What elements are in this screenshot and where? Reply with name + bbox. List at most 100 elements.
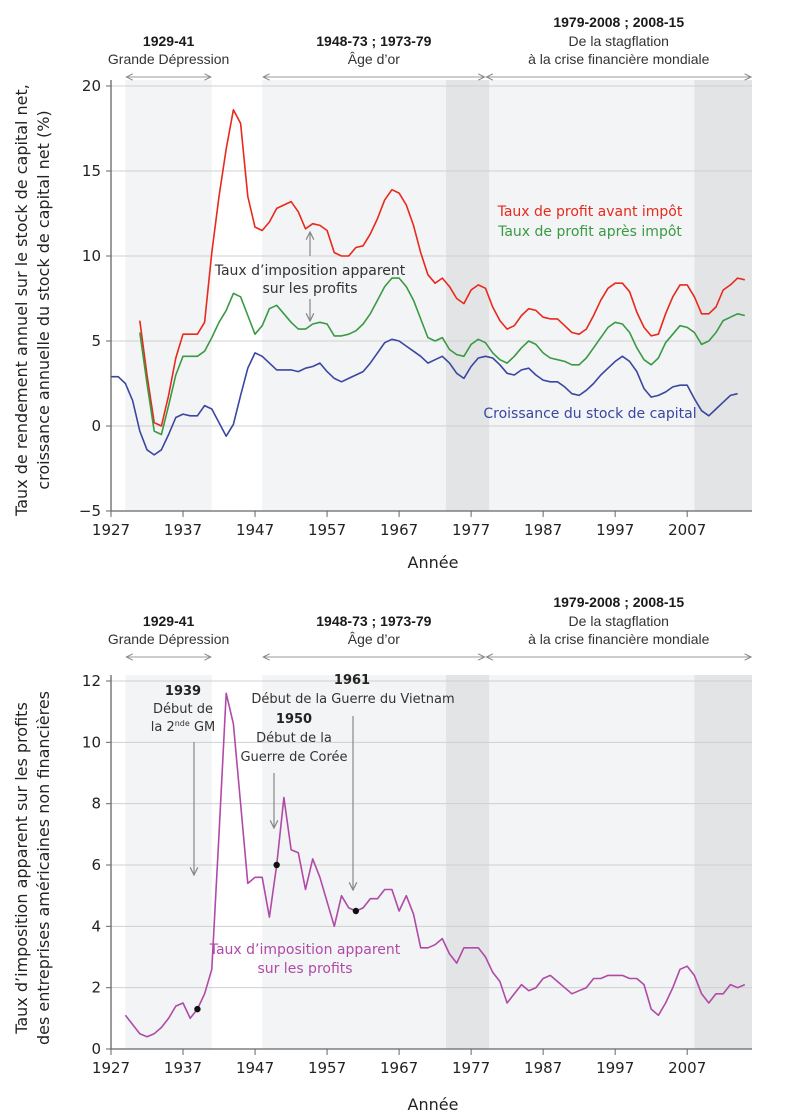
period-headers: 1929-41 Grande Dépression 1948-73 ; 1973-7… xyxy=(108,14,751,77)
series-lines xyxy=(124,692,746,1038)
y-axis-label-line2: croissance annuelle du stock de capital … xyxy=(34,110,53,489)
x-tick-label: 2007 xyxy=(668,521,706,539)
x-tick-label: 1957 xyxy=(308,521,346,539)
period-shade-2 xyxy=(485,80,695,511)
period-label-1: Âge d’or xyxy=(348,51,400,67)
gridlines xyxy=(111,85,752,427)
period-label2-2: à la crise financière mondiale xyxy=(528,631,710,647)
period-label-2: De la stagflation xyxy=(569,33,669,49)
event-1939-line2-end: GM xyxy=(190,720,215,735)
y-axis-label-line1: Taux de rendement annuel sur le stock de… xyxy=(12,84,31,517)
event-1939-line2-main: la 2 xyxy=(151,720,175,735)
event-1939-line2-sup: nde xyxy=(175,719,190,728)
event-1950: 1950 Début de la Guerre de Corée xyxy=(240,712,348,828)
period-shade-1 xyxy=(262,80,446,511)
y-tick-label: 2 xyxy=(91,979,101,997)
tax-annotation-line2: sur les profits xyxy=(262,281,357,297)
period-shade-2 xyxy=(485,675,695,1049)
y-tick-label: 10 xyxy=(82,247,101,265)
period-shade-dark-0 xyxy=(445,675,490,1049)
event-marker-1939 xyxy=(194,1005,201,1013)
x-axis-label: Année xyxy=(408,1095,459,1114)
period-years-0: 1929-41 xyxy=(143,33,195,49)
x-tick-label: 1977 xyxy=(452,521,490,539)
event-1961: 1961 Début de la Guerre du Vietnam xyxy=(251,673,455,890)
period-shade-dark-1 xyxy=(694,80,752,511)
y-tick-label: 4 xyxy=(91,917,101,935)
axes: 0 2 4 6 8 10 12 1927 1937 1947 1957 1967 1977 1987 199… xyxy=(82,672,752,1077)
x-tick-label: 1977 xyxy=(452,1059,490,1077)
x-tick-label: 1997 xyxy=(596,521,634,539)
period-shade-0 xyxy=(125,675,212,1049)
period-shading xyxy=(125,80,752,511)
x-tick-label: 1957 xyxy=(308,1059,346,1077)
y-axis-label-line1: Taux d’imposition apparent sur les profi… xyxy=(12,702,31,1035)
event-1961-line1: Début de la Guerre du Vietnam xyxy=(251,692,454,707)
x-tick-label: 1997 xyxy=(596,1059,634,1077)
tax-rate-chart: 0 2 4 6 8 10 12 1927 1937 1947 1957 1967 1977 1987 199… xyxy=(12,594,752,1114)
series-lines xyxy=(111,109,745,456)
x-tick-label: 1967 xyxy=(380,1059,418,1077)
x-tick-label: 1937 xyxy=(164,521,202,539)
profit-rate-chart: −5 0 5 10 15 20 1927 1937 1947 1957 1967 1977 1987 19… xyxy=(12,14,752,572)
period-label2-2: à la crise financière mondiale xyxy=(528,51,710,67)
x-tick-label: 1967 xyxy=(380,521,418,539)
series-line-capital xyxy=(111,338,738,456)
event-marker-1950 xyxy=(273,861,280,869)
event-marker-1961 xyxy=(352,907,360,915)
tax-annotation-line1: Taux d’imposition apparent xyxy=(214,263,406,279)
x-tick-label: 1987 xyxy=(524,1059,562,1077)
period-headers: 1929-41 Grande Dépression 1948-73 ; 1973-7… xyxy=(108,594,751,657)
period-label-0: Grande Dépression xyxy=(108,51,229,67)
event-1939-line1: Début de xyxy=(153,702,213,717)
legend-pre-tax: Taux de profit avant impôt xyxy=(497,204,683,220)
x-tick-label: 2007 xyxy=(668,1059,706,1077)
y-tick-label: 8 xyxy=(91,795,101,813)
period-years-2: 1979-2008 ; 2008-15 xyxy=(553,14,684,30)
y-tick-label: 5 xyxy=(91,332,101,350)
period-label-1: Âge d’or xyxy=(348,631,400,647)
period-shade-dark-1 xyxy=(694,675,752,1049)
event-1939: 1939 Début de la 2nde GM xyxy=(151,684,216,875)
x-tick-label: 1927 xyxy=(92,521,130,539)
x-tick-label: 1947 xyxy=(236,1059,274,1077)
period-shade-0 xyxy=(125,80,212,511)
period-shading xyxy=(125,675,752,1049)
event-1939-line2: la 2nde GM xyxy=(151,719,216,735)
period-shade-1 xyxy=(262,675,446,1049)
series-line-pre_tax xyxy=(139,109,745,427)
y-tick-label: 12 xyxy=(82,672,101,690)
period-years-2: 1979-2008 ; 2008-15 xyxy=(553,594,684,610)
y-tick-label: 15 xyxy=(82,162,101,180)
event-1961-year: 1961 xyxy=(334,673,370,688)
period-years-1: 1948-73 ; 1973-79 xyxy=(316,33,431,49)
series-line-tax xyxy=(124,692,746,1038)
x-tick-label: 1937 xyxy=(164,1059,202,1077)
y-tick-label: 6 xyxy=(91,856,101,874)
tax-series-label-line2: sur les profits xyxy=(257,961,352,977)
x-axis-label: Année xyxy=(408,553,459,572)
period-label-0: Grande Dépression xyxy=(108,631,229,647)
period-years-1: 1948-73 ; 1973-79 xyxy=(316,613,431,629)
y-tick-label: 20 xyxy=(82,77,101,95)
x-tick-label: 1947 xyxy=(236,521,274,539)
y-tick-label: 0 xyxy=(91,417,101,435)
legend-capital-growth: Croissance du stock de capital xyxy=(483,406,696,422)
axes: −5 0 5 10 15 20 1927 1937 1947 1957 1967 1977 1987 19… xyxy=(79,77,752,539)
y-tick-label: 0 xyxy=(91,1040,101,1058)
y-axis-label-line2: des entreprises américaines non financiè… xyxy=(34,691,53,1045)
y-tick-label: −5 xyxy=(79,502,101,520)
event-1950-line1: Début de la xyxy=(256,731,332,746)
period-years-0: 1929-41 xyxy=(143,613,195,629)
event-1939-year: 1939 xyxy=(165,684,201,699)
event-1950-year: 1950 xyxy=(276,712,312,727)
y-tick-label: 10 xyxy=(82,733,101,751)
series-line-post_tax xyxy=(139,277,745,436)
period-label-2: De la stagflation xyxy=(569,613,669,629)
x-tick-label: 1927 xyxy=(92,1059,130,1077)
legend-post-tax: Taux de profit après impôt xyxy=(497,224,682,240)
x-tick-label: 1987 xyxy=(524,521,562,539)
tax-series-label-line1: Taux d’imposition apparent xyxy=(209,942,401,958)
event-1950-line2: Guerre de Corée xyxy=(240,750,347,765)
